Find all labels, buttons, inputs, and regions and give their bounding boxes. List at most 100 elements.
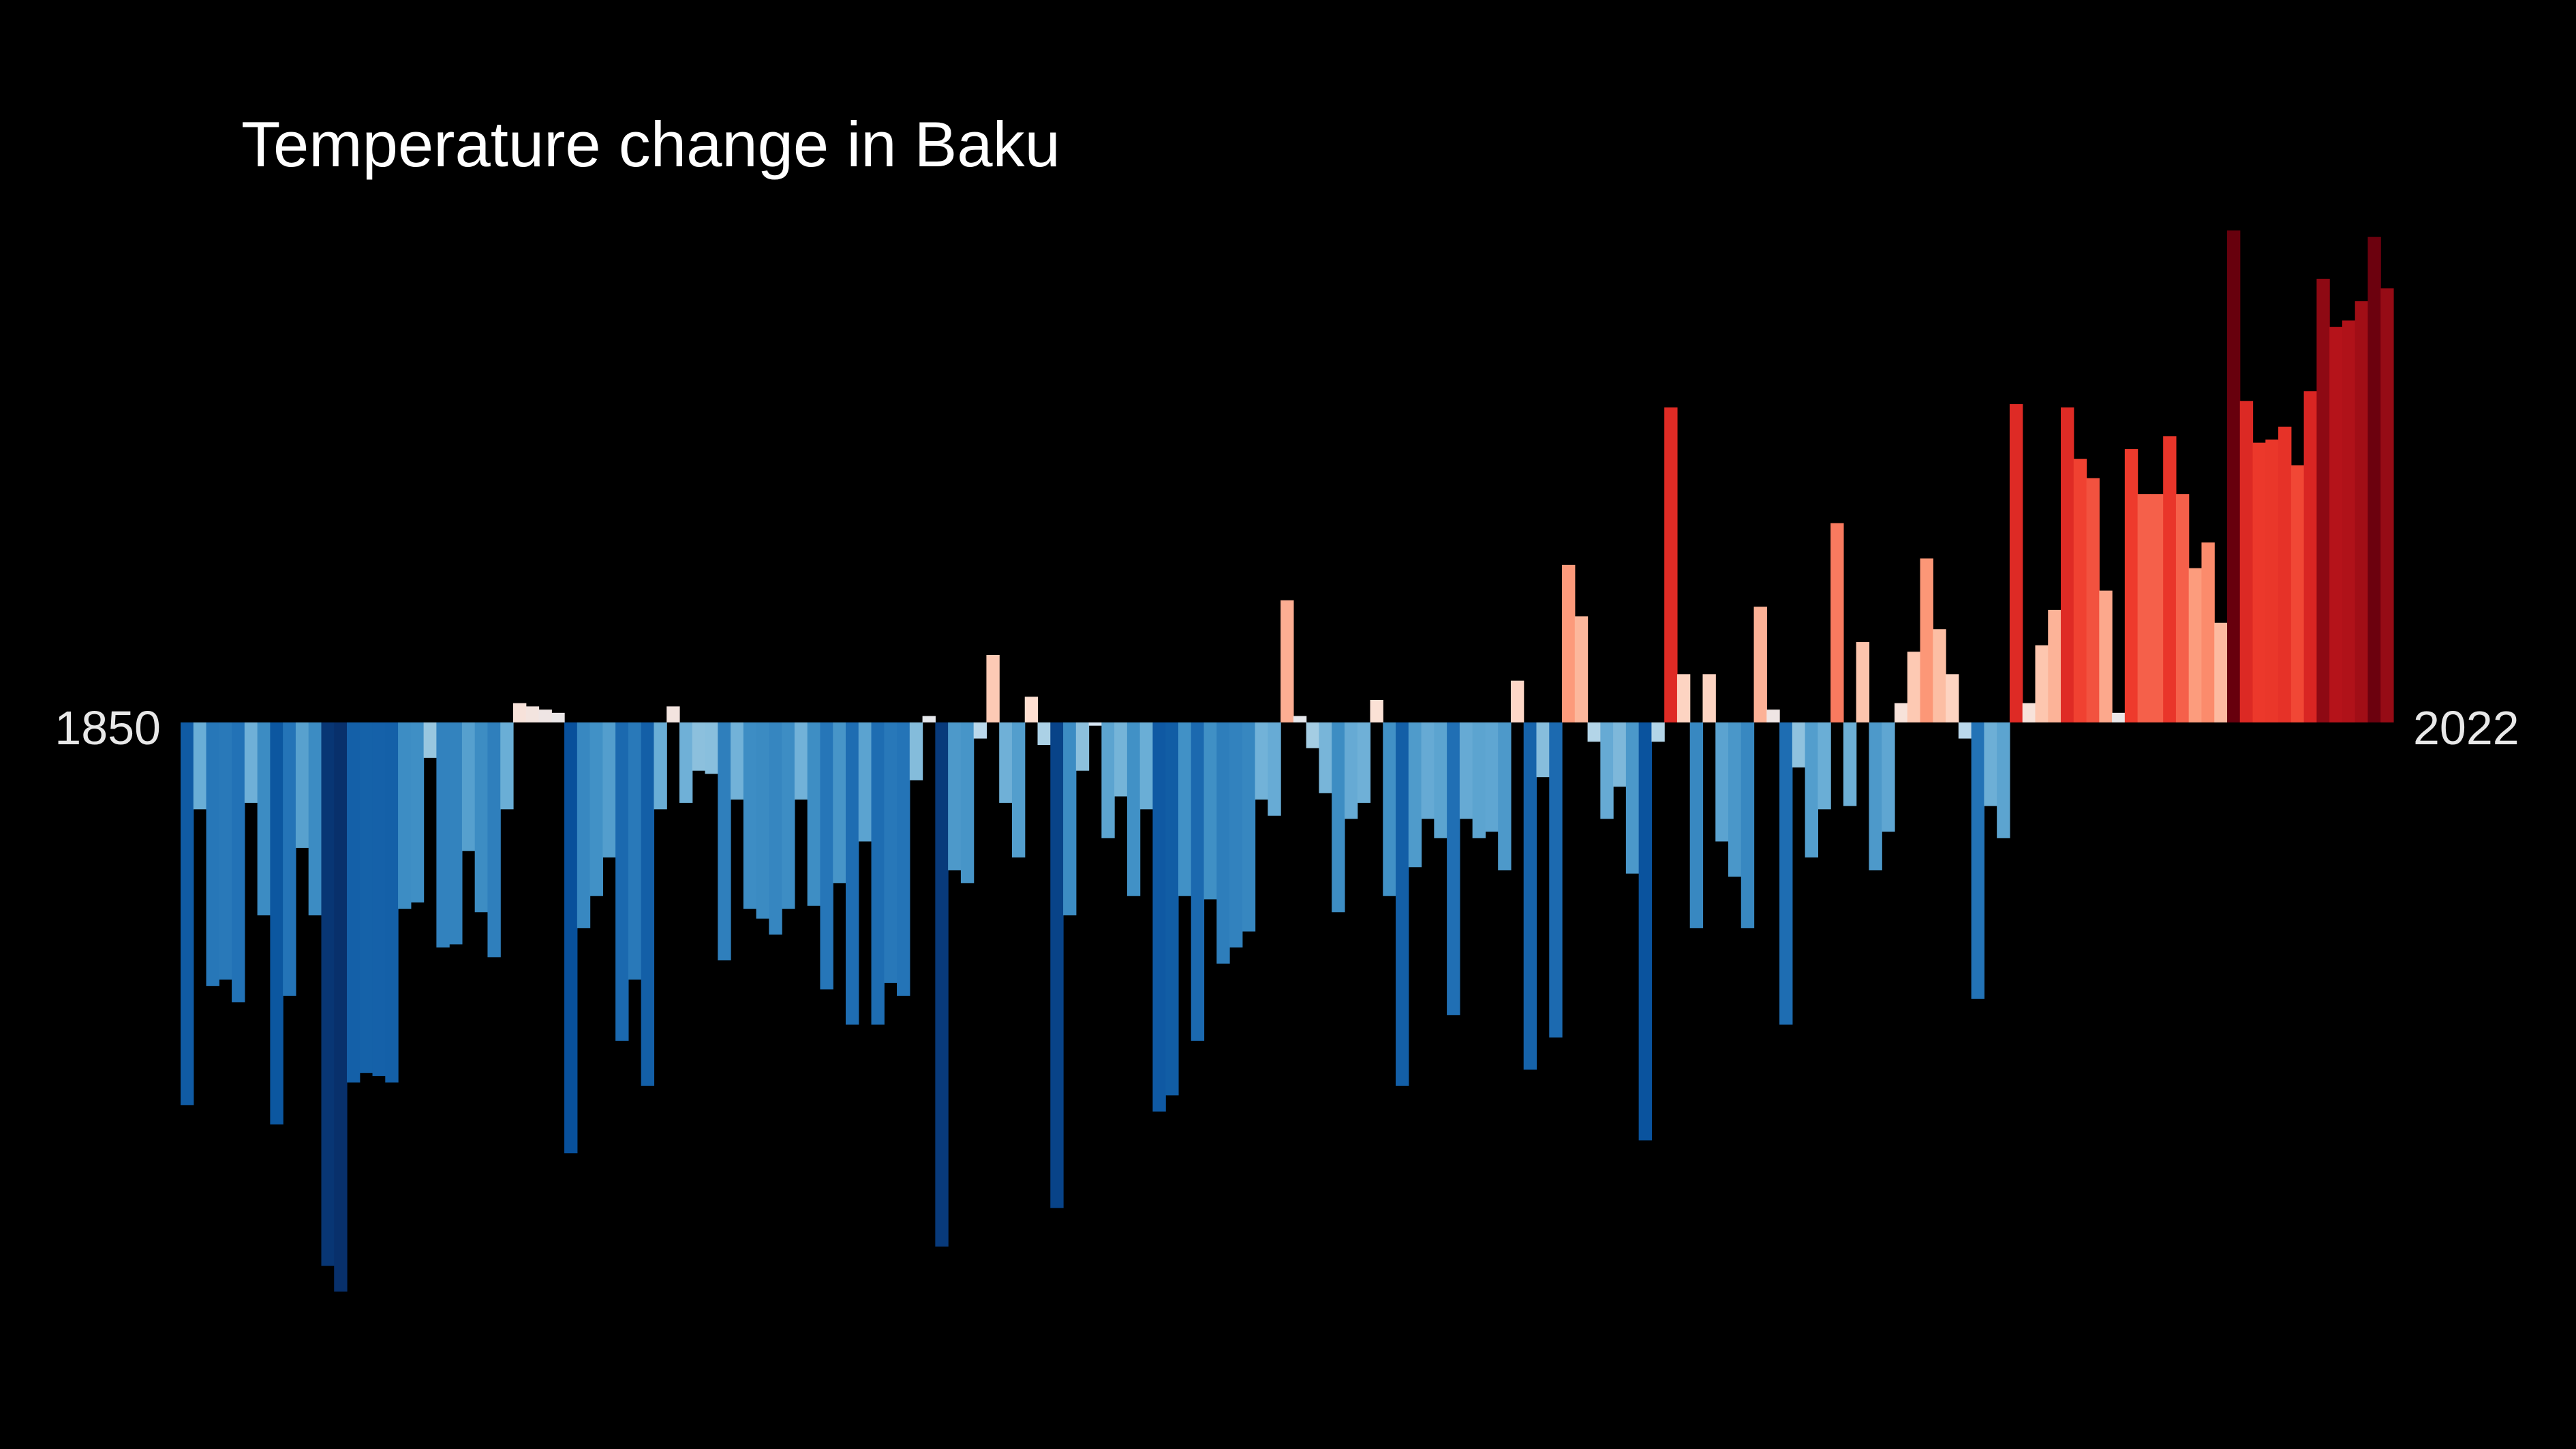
bar-1976 [1792,722,1806,768]
bar-1851 [193,722,207,810]
start-year-label: 1850 [55,701,161,754]
bar-2000 [2099,590,2113,722]
bar-1916 [1024,697,1039,722]
bar-1909 [935,722,949,1247]
bar-1980 [1843,722,1857,806]
bar-1884 [615,722,629,1041]
bar-1915 [1011,722,1026,858]
bar-1958 [1562,564,1576,722]
bar-1951 [1472,722,1486,838]
bar-1860 [308,722,322,916]
bar-1994 [2022,703,2036,722]
end-year-label: 2022 [2413,701,2519,754]
bar-1854 [232,722,245,1003]
bar-2005 [2163,436,2177,722]
bar-1963 [1625,722,1640,874]
bar-2002 [2124,449,2138,722]
bar-1913 [986,654,1000,722]
bar-1949 [1447,722,1460,1016]
bar-1908 [922,716,936,722]
bar-1858 [283,722,296,996]
bar-1917 [1037,722,1051,746]
bar-1897 [782,722,795,909]
bar-2020 [2355,301,2369,722]
bar-1888 [666,706,680,722]
bar-1895 [756,722,769,919]
bar-2012 [2252,442,2266,722]
bar-1911 [960,722,975,883]
bar-1868 [410,722,425,903]
bar-1953 [1498,722,1512,871]
bar-1959 [1574,616,1589,722]
bar-1852 [206,722,219,986]
bar-1955 [1523,722,1537,1070]
bar-1903 [858,722,872,842]
bar-1904 [871,722,885,1025]
bar-1964 [1638,722,1653,1141]
bar-1935 [1268,722,1281,816]
bar-1869 [423,722,437,758]
bar-1966 [1664,407,1678,722]
bar-1981 [1856,642,1870,722]
bar-1960 [1587,722,1601,742]
bar-1877 [525,706,540,722]
bar-2018 [2329,326,2343,722]
bar-1992 [1997,722,2010,838]
bar-2016 [2303,391,2317,722]
bar-1927 [1165,722,1179,1096]
bar-2015 [2290,465,2305,722]
bar-1855 [244,722,258,803]
bar-1923 [1114,722,1128,797]
bar-1876 [512,703,527,722]
bar-1977 [1805,722,1819,858]
bar-1938 [1306,722,1320,748]
bar-1859 [295,722,309,848]
bar-1943 [1370,699,1383,722]
bar-1997 [2061,407,2074,722]
bar-1898 [794,722,808,800]
bar-1857 [270,722,283,1125]
bar-1900 [820,722,833,990]
bars-group [181,230,2394,1292]
bar-1941 [1344,722,1358,819]
bar-1947 [1421,722,1435,819]
bar-2003 [2137,494,2151,722]
bar-1887 [654,722,667,810]
bar-1878 [538,710,552,722]
bar-1979 [1830,523,1844,722]
bar-2017 [2316,278,2330,723]
bar-1945 [1396,722,1409,1086]
bar-1891 [705,722,718,774]
bar-1894 [743,722,757,909]
bar-1881 [577,722,591,928]
bar-1919 [1063,722,1077,916]
bar-1983 [1882,722,1895,832]
bar-2014 [2278,426,2292,722]
bar-1985 [1907,652,1921,722]
bar-1910 [948,722,962,871]
bar-1929 [1191,722,1205,1041]
bar-1939 [1319,722,1332,793]
bar-1975 [1779,722,1793,1025]
bar-1906 [897,722,910,996]
bar-1932 [1229,722,1243,948]
bar-1928 [1178,722,1192,896]
bar-1934 [1255,722,1268,800]
bar-1946 [1408,722,1422,868]
bar-1850 [181,722,194,1105]
bar-1922 [1101,722,1115,838]
bar-2021 [2367,237,2381,722]
bar-1856 [257,722,271,916]
bar-1986 [1920,558,1933,722]
bar-1880 [564,722,578,1154]
bar-1962 [1613,722,1627,787]
bar-1924 [1126,722,1141,896]
bar-1991 [1984,722,1997,806]
bar-1867 [398,722,412,909]
bar-1861 [321,722,335,1266]
bar-1901 [833,722,846,883]
bar-1912 [973,722,987,739]
bar-1866 [385,722,399,1083]
bar-1918 [1050,722,1064,1208]
